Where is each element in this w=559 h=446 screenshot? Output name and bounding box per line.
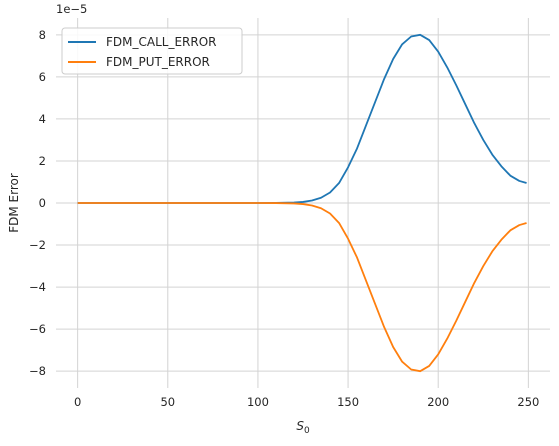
- gridlines: [56, 18, 550, 388]
- y-scale-label: 1e−5: [56, 2, 87, 16]
- y-tick-label: −4: [29, 280, 46, 294]
- y-tick-label: −2: [29, 238, 46, 252]
- y-tick-label: 2: [39, 154, 46, 168]
- y-tick-label: 6: [39, 70, 46, 84]
- y-tick-labels: −8 −6 −4 −2 0 2 4 6 8: [29, 28, 46, 378]
- legend-label-put: FDM_PUT_ERROR: [106, 55, 210, 69]
- y-tick-label: 0: [39, 196, 46, 210]
- legend-label-call: FDM_CALL_ERROR: [106, 35, 217, 49]
- legend: FDM_CALL_ERROR FDM_PUT_ERROR: [61, 27, 243, 75]
- y-tick-label: −8: [29, 364, 46, 378]
- y-axis-title: FDM Error: [7, 173, 21, 233]
- x-axis-title-subscript: 0: [304, 426, 310, 436]
- y-tick-label: 8: [39, 28, 46, 42]
- x-axis-title-main: S: [296, 419, 304, 433]
- x-tick-labels: 0 50 100 150 200 250: [74, 395, 539, 409]
- series-line-fdm-call-error: [77, 33, 527, 204]
- x-tick-label: 250: [517, 395, 539, 409]
- series-line-fdm-put-error: [77, 202, 527, 373]
- legend-box: [61, 27, 243, 75]
- x-tick-label: 100: [247, 395, 269, 409]
- x-tick-label: 50: [160, 395, 175, 409]
- y-tick-label: −6: [29, 322, 46, 336]
- x-tick-label: 200: [427, 395, 449, 409]
- series-lines: [77, 33, 527, 373]
- x-tick-label: 150: [337, 395, 359, 409]
- x-axis-title: S0: [296, 419, 310, 436]
- x-tick-label: 0: [74, 395, 81, 409]
- y-tick-label: 4: [39, 112, 46, 126]
